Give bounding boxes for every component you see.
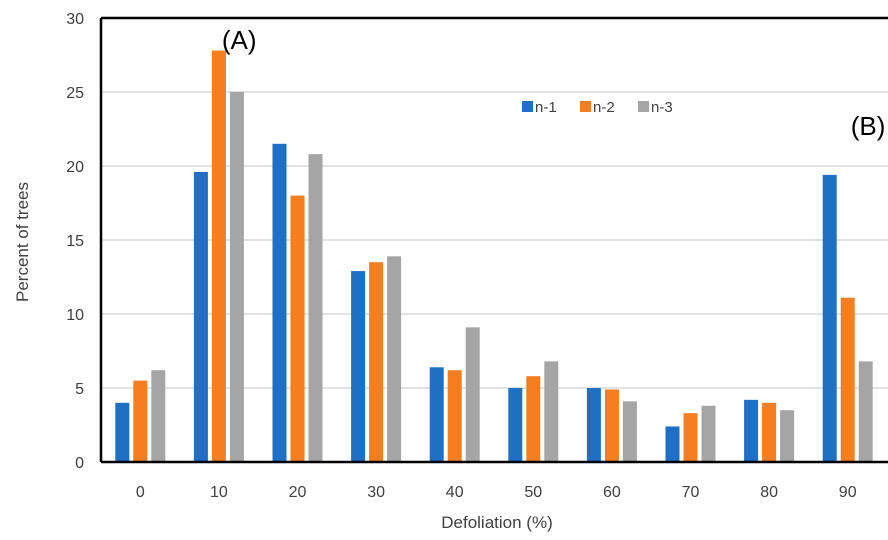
bar-n-1-80 <box>744 399 759 462</box>
bar-n-1-40 <box>429 367 444 462</box>
y-tick-label: 10 <box>66 307 84 324</box>
bar-n-2-20 <box>290 195 305 462</box>
bar-n-2-70 <box>683 413 698 462</box>
bar-n-1-60 <box>586 388 601 462</box>
bar-n-3-0 <box>151 370 166 462</box>
x-tick-label: 20 <box>289 484 307 501</box>
legend-swatch <box>522 101 533 112</box>
bar-n-1-30 <box>351 271 366 462</box>
legend-swatch <box>580 101 591 112</box>
bar-n-2-40 <box>447 370 462 462</box>
bar-n-3-90 <box>858 361 873 462</box>
bar-group-50 <box>508 361 559 462</box>
bar-group-30 <box>351 256 402 462</box>
y-tick-label: 15 <box>66 233 84 250</box>
x-tick-label: 60 <box>603 484 621 501</box>
bar-n-1-90 <box>822 174 837 462</box>
bar-group-0 <box>115 370 166 462</box>
x-tick-label: 0 <box>136 484 145 501</box>
bar-n-2-50 <box>526 376 541 462</box>
bar-group-40 <box>429 327 480 462</box>
bar-n-3-60 <box>622 401 637 462</box>
bar-n-2-0 <box>133 380 148 462</box>
bar-n-3-70 <box>701 405 716 462</box>
legend-label: n-3 <box>651 99 673 116</box>
bar-n-3-20 <box>308 154 323 462</box>
bar-n-1-50 <box>508 388 523 462</box>
legend-item-n-2: n-2 <box>580 99 615 116</box>
bar-n-3-80 <box>780 410 795 462</box>
bar-group-70 <box>665 405 716 462</box>
y-tick-label: 5 <box>75 381 84 398</box>
bar-n-1-10 <box>193 171 208 463</box>
bar-group-90 <box>822 174 873 462</box>
x-tick-labels: 0 10 20 30 40 50 60 70 80 90 <box>136 484 857 501</box>
bar-n-1-20 <box>272 143 287 463</box>
x-tick-label: 90 <box>839 484 857 501</box>
bar-n-3-10 <box>229 92 244 462</box>
x-tick-label: 70 <box>682 484 700 501</box>
bar-n-3-30 <box>387 256 402 462</box>
bar-groups <box>115 50 873 463</box>
legend-item-n-1: n-1 <box>522 99 557 116</box>
axes <box>99 16 888 464</box>
bar-group-10 <box>193 50 244 463</box>
bar-n-1-0 <box>115 402 130 462</box>
legend-swatch <box>638 101 649 112</box>
legend-item-n-3: n-3 <box>638 99 673 116</box>
bar-n-3-40 <box>465 327 480 462</box>
y-tick-labels: 0 5 10 15 20 25 30 <box>66 11 84 472</box>
x-tick-label: 30 <box>367 484 385 501</box>
bar-n-2-90 <box>840 297 855 462</box>
y-tick-label: 20 <box>66 159 84 176</box>
x-tick-label: 10 <box>210 484 228 501</box>
bar-group-60 <box>586 388 637 462</box>
bar-n-3-50 <box>544 361 559 462</box>
y-tick-label: 25 <box>66 85 84 102</box>
legend-label: n-1 <box>535 99 557 116</box>
x-tick-label: 40 <box>446 484 464 501</box>
annotation-label: (B) <box>851 111 886 141</box>
annotations: (A) (B) <box>222 25 885 141</box>
y-tick-label: 30 <box>66 11 84 28</box>
bar-n-2-60 <box>604 389 619 462</box>
bar-group-80 <box>744 399 795 462</box>
bar-n-2-10 <box>211 50 226 463</box>
bar-n-1-70 <box>665 426 680 462</box>
y-axis-title: Percent of trees <box>13 182 32 302</box>
bar-n-2-80 <box>762 402 777 462</box>
y-tick-label: 0 <box>75 455 84 472</box>
legend-label: n-2 <box>593 99 615 116</box>
x-tick-label: 80 <box>760 484 778 501</box>
bar-group-20 <box>272 143 323 463</box>
bar-n-2-30 <box>369 262 384 462</box>
annotation-label: (A) <box>222 25 257 55</box>
x-axis-title: Defoliation (%) <box>441 513 553 532</box>
legend: n-1 n-2 n-3 <box>522 99 673 116</box>
x-tick-label: 50 <box>524 484 542 501</box>
